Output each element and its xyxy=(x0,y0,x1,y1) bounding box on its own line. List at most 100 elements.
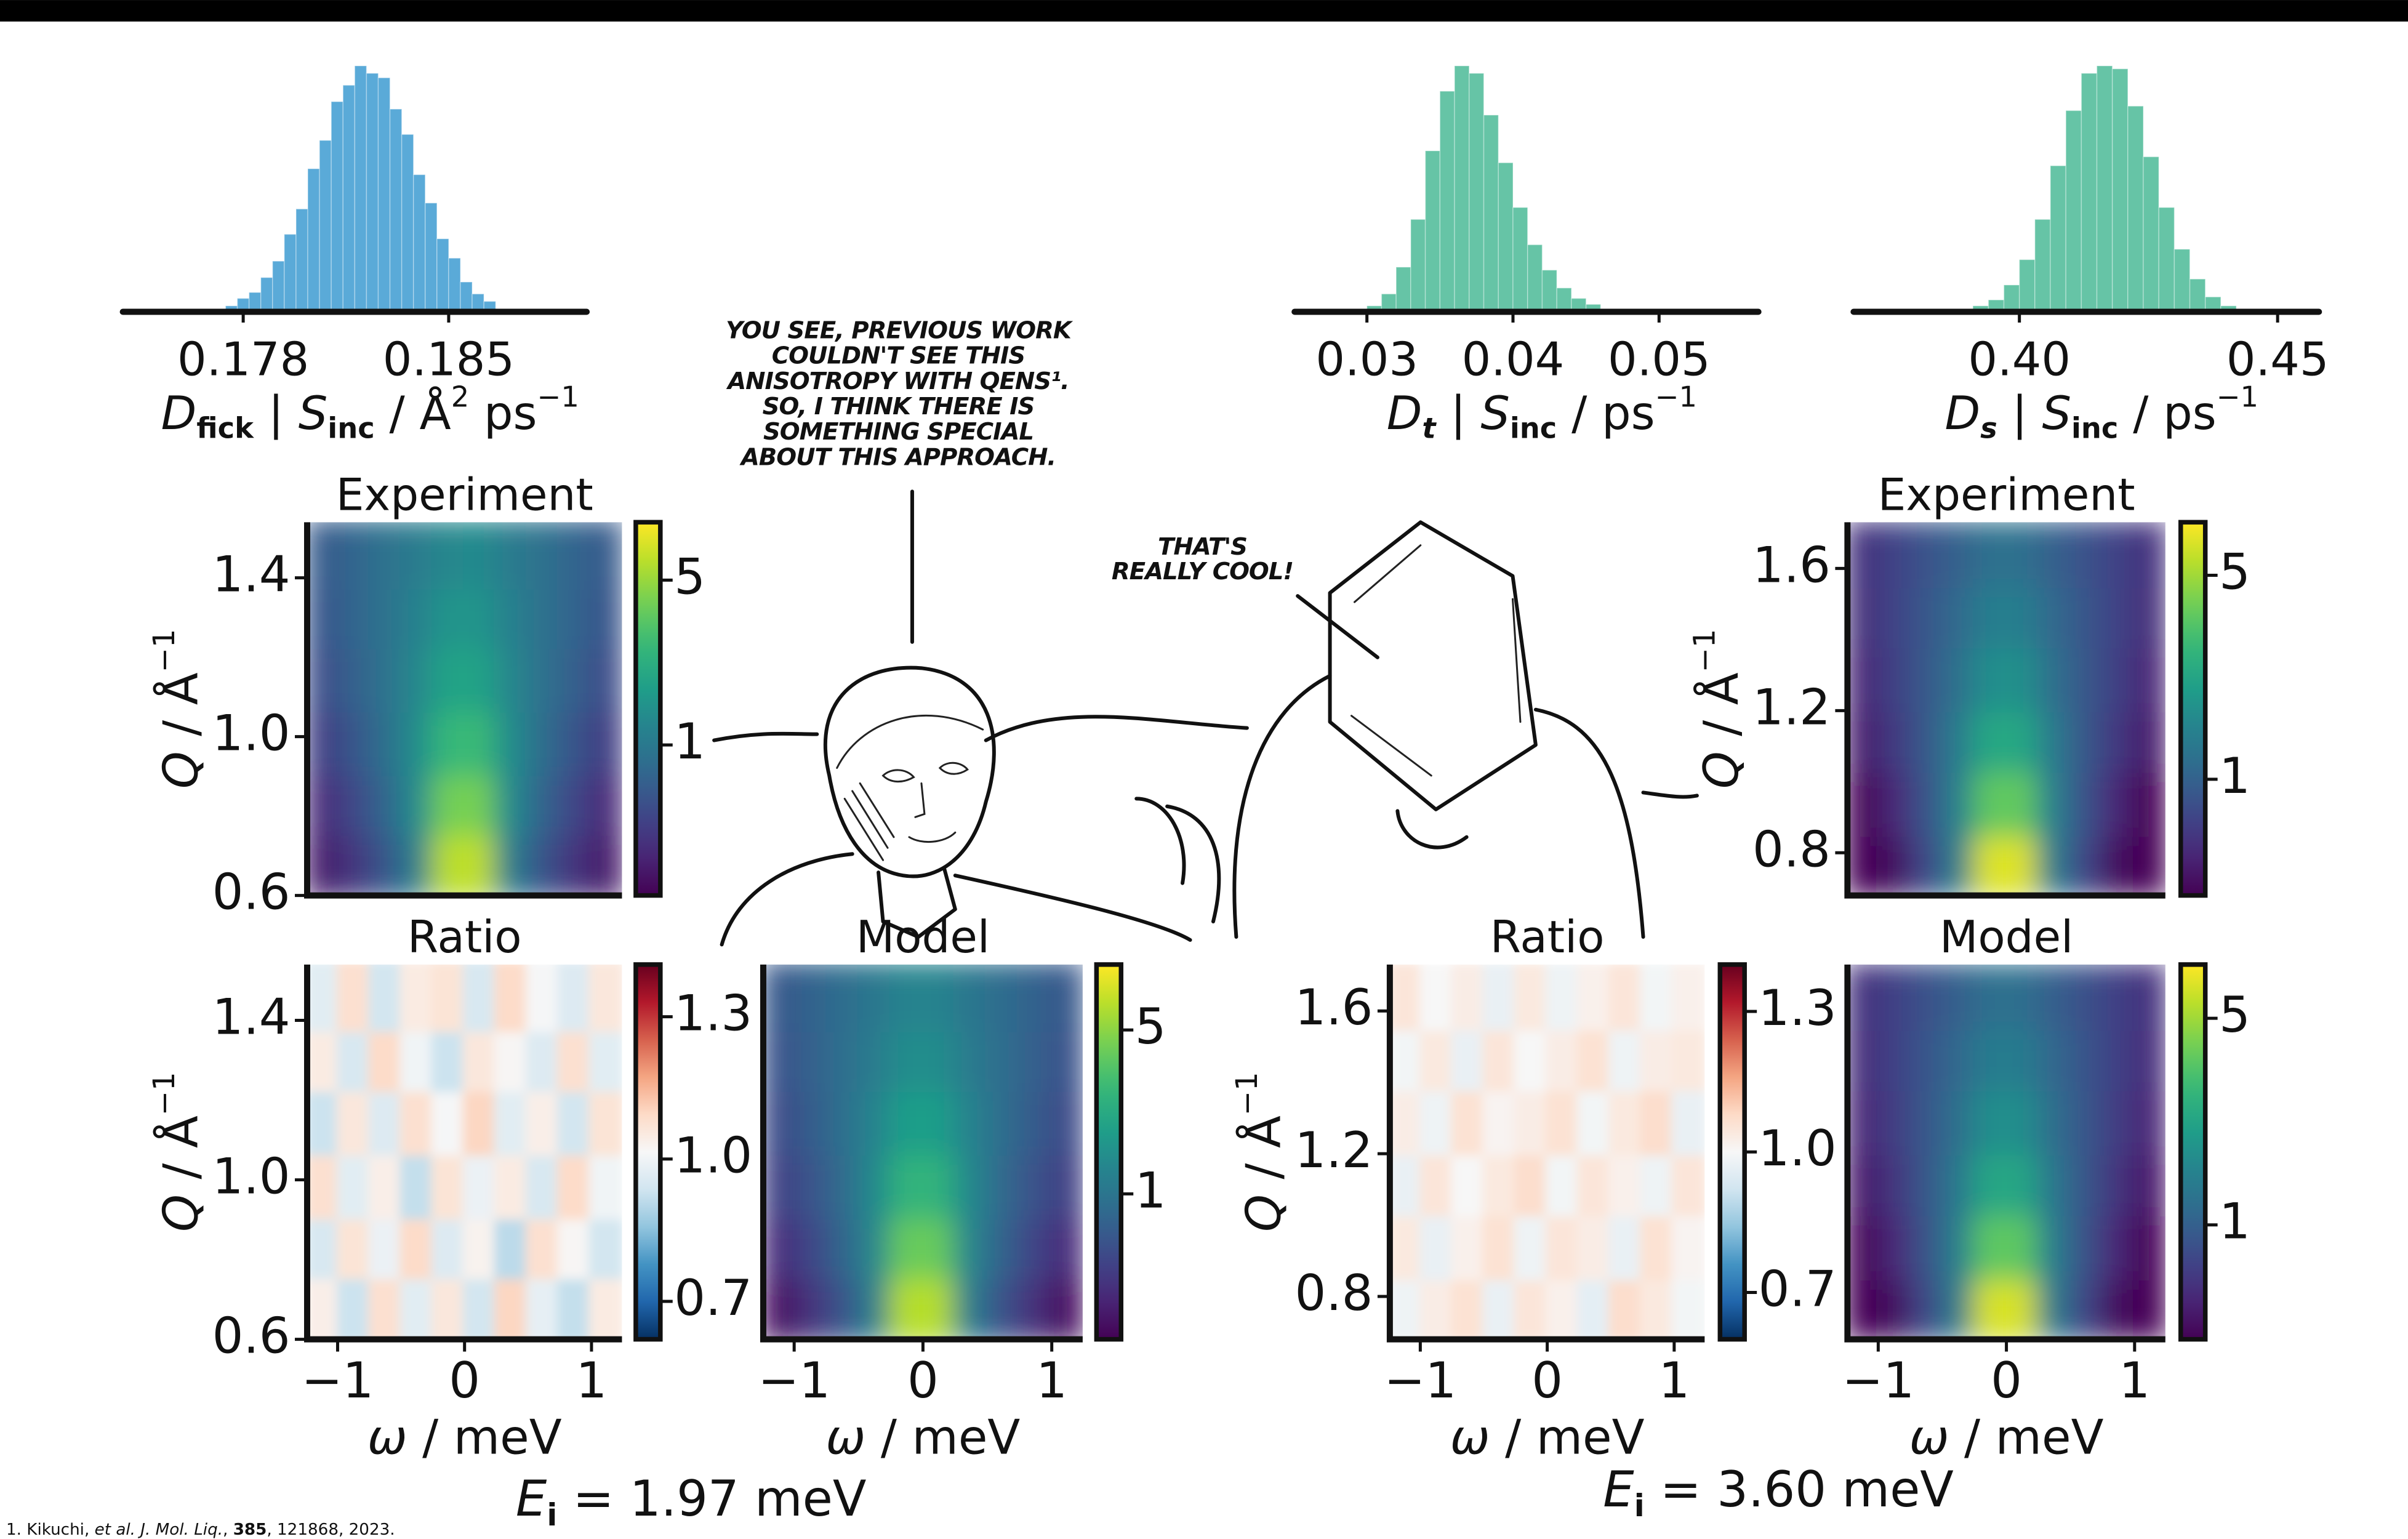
heat-cell xyxy=(1419,1273,1455,1340)
colorbar xyxy=(2178,520,2208,898)
heat-cell xyxy=(337,828,372,896)
heat-cell xyxy=(588,641,622,713)
heat-cell xyxy=(462,705,498,776)
heat-cell xyxy=(2068,1212,2104,1281)
heat-cell xyxy=(557,828,593,896)
heat-cell xyxy=(1877,1273,1913,1340)
heat-cell xyxy=(588,522,622,590)
x-tick-label: −1 xyxy=(758,1352,830,1409)
colorbar-tick-label: 1 xyxy=(2219,747,2250,805)
x-tick-label: 0.40 xyxy=(1968,332,2071,386)
label-part: s xyxy=(1980,411,1997,444)
hist-bar xyxy=(1498,162,1514,313)
heat-cell xyxy=(588,964,622,1032)
label-part: Q xyxy=(153,751,209,789)
heat-cell xyxy=(588,1208,622,1280)
heat-cell xyxy=(307,1020,341,1092)
heat-cell xyxy=(557,705,593,776)
heat-cell xyxy=(1048,1084,1083,1156)
heat-cell xyxy=(2036,1087,2072,1156)
heat-cell xyxy=(1909,769,1945,837)
label-part: −1 xyxy=(1687,629,1722,673)
heat-cell xyxy=(825,1148,861,1220)
heat-cell xyxy=(1671,1148,1705,1216)
heat-cell xyxy=(921,1271,957,1340)
heat-cell xyxy=(557,1020,593,1092)
heat-cell xyxy=(921,1208,957,1280)
heat-cell xyxy=(1451,1273,1487,1340)
heat-cell xyxy=(2068,1023,2104,1091)
couch-cushion xyxy=(1134,797,1221,923)
heat-cell xyxy=(2004,705,2041,773)
x-axis-label: Dfick | Sinc / Å2 ps−1 xyxy=(161,380,579,444)
label-part: 1. Kikuchi, xyxy=(6,1520,95,1538)
label-part: ω xyxy=(826,1410,866,1465)
heat-cell xyxy=(953,964,989,1032)
heat-cell xyxy=(1909,1148,1945,1216)
heat-cell xyxy=(985,964,1021,1032)
heat-cell xyxy=(1847,1212,1882,1281)
colorbar xyxy=(1717,962,1747,1342)
heat-cell xyxy=(399,765,435,836)
heat-cell xyxy=(525,1084,561,1156)
heat-cell xyxy=(1514,1023,1549,1091)
heat-cell xyxy=(1639,1023,1676,1091)
hist-bar xyxy=(331,101,343,313)
hist-bar xyxy=(354,65,367,313)
x-tick-label: 1 xyxy=(576,1352,608,1409)
heat-cell xyxy=(525,1208,561,1280)
heat-cell xyxy=(2036,581,2072,649)
heat-cell xyxy=(2100,829,2136,896)
heat-cell xyxy=(557,964,593,1032)
colorbar xyxy=(1094,962,1124,1342)
heat-cell xyxy=(494,765,530,836)
heat-cell xyxy=(825,1271,861,1340)
heat-cell xyxy=(857,1084,893,1156)
heat-cell xyxy=(494,705,530,776)
heat-cell xyxy=(307,577,341,649)
speech-text: SO, I THINK THERE IS xyxy=(763,393,1035,420)
label-part: et al. xyxy=(95,1520,135,1538)
heat-cell xyxy=(2036,1148,2072,1216)
heat-cell xyxy=(557,577,593,649)
heat-cell xyxy=(1389,1148,1424,1216)
hist-bar xyxy=(425,203,438,313)
heat-cell xyxy=(1877,1023,1913,1091)
heat-cell xyxy=(953,1020,989,1092)
hist-bar xyxy=(401,134,414,313)
y-tick-label: 1.2 xyxy=(1752,678,1831,736)
panel-title: Ratio xyxy=(1490,912,1605,963)
label-part: / ps xyxy=(2118,387,2216,440)
heat-cell xyxy=(368,641,404,713)
heat-cell xyxy=(337,964,372,1032)
heat-cell xyxy=(1419,1023,1455,1091)
heat-cell xyxy=(825,1084,861,1156)
heat-cell xyxy=(431,705,467,776)
label-part: J. Mol. Liq. xyxy=(135,1520,223,1538)
heat-cell xyxy=(2132,964,2165,1031)
heat-cell xyxy=(1482,1212,1518,1281)
speech-text: ANISOTROPY WITH QENS¹. xyxy=(726,368,1069,395)
reply-text: THAT'S xyxy=(1158,533,1247,561)
hist-bar xyxy=(1527,244,1543,313)
heat-cell xyxy=(2036,1273,2072,1340)
heat-cell xyxy=(1941,964,1977,1031)
heat-cell xyxy=(525,964,561,1032)
heat-cell xyxy=(462,1084,498,1156)
heat-cell xyxy=(2132,769,2165,837)
heat-cell xyxy=(525,1020,561,1092)
y-tick-label: 1.0 xyxy=(212,1148,291,1205)
couch-line xyxy=(984,715,1249,742)
y-axis-label: Q / Å−1 xyxy=(1230,1072,1291,1232)
heat-cell xyxy=(399,1208,435,1280)
heat-cell xyxy=(2100,522,2136,589)
colorbar-tick-label: 5 xyxy=(674,548,705,605)
heat-cell xyxy=(2068,705,2104,773)
couch-line xyxy=(712,731,819,742)
hist-bar xyxy=(1424,150,1441,313)
heat-cell xyxy=(337,1271,372,1340)
label-part: / Å xyxy=(375,386,451,440)
heat-cell xyxy=(953,1148,989,1220)
label-part: −1 xyxy=(1655,380,1697,413)
